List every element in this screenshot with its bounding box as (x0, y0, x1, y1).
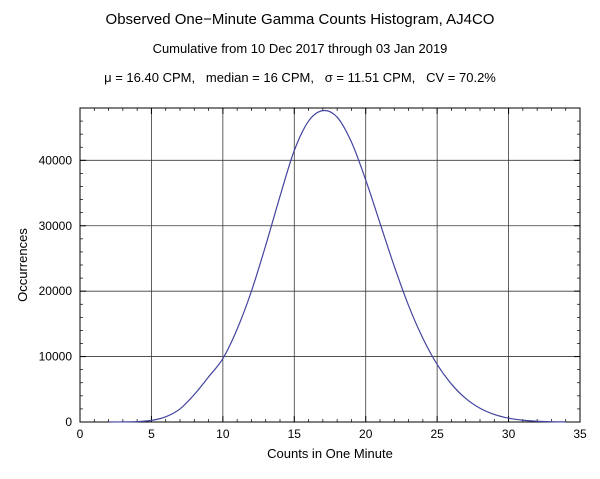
y-tick-label: 10000 (39, 350, 73, 364)
x-tick-label: 25 (430, 427, 444, 441)
y-tick-label: 20000 (39, 284, 73, 298)
chart-title: Observed One−Minute Gamma Counts Histogr… (105, 11, 495, 28)
plot-frame (79, 107, 581, 423)
x-tick-label: 20 (359, 427, 373, 441)
y-tick-label: 40000 (39, 153, 73, 167)
x-tick-label: 15 (288, 427, 302, 441)
x-tick-label: 30 (502, 427, 516, 441)
x-tick-label: 35 (573, 427, 587, 441)
x-tick-label: 5 (148, 427, 155, 441)
y-axis-label: Occurrences (15, 228, 30, 302)
chart-subtitle: Cumulative from 10 Dec 2017 through 03 J… (152, 41, 448, 56)
x-tick-label: 0 (77, 427, 84, 441)
x-axis-label: Counts in One Minute (267, 446, 393, 461)
histogram-curve (108, 109, 566, 423)
x-tick-label: 10 (216, 427, 230, 441)
y-tick-label: 30000 (39, 219, 73, 233)
chart-stats-line: μ = 16.40 CPM, median = 16 CPM, σ = 11.5… (104, 70, 496, 85)
y-tick-label: 0 (65, 415, 72, 429)
